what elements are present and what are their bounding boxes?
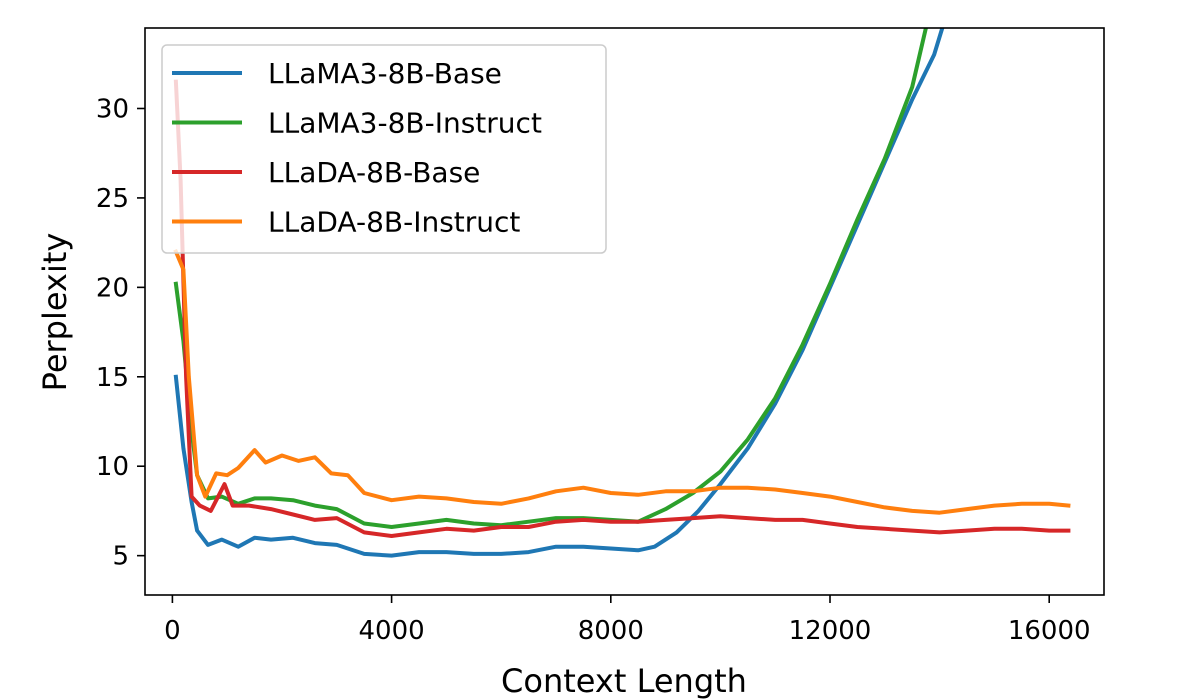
series-line-1 [173, 28, 945, 558]
y-tick-label: 10 [96, 452, 129, 482]
y-tick-label: 5 [112, 542, 129, 572]
x-tick-label: 16000 [1008, 616, 1091, 646]
series-line-4 [173, 248, 1071, 515]
legend-label-3: LLaDA-8B-Base [268, 156, 480, 189]
y-axis-title: Perplexity [36, 233, 74, 392]
y-tick-label: 20 [96, 273, 129, 303]
y-tick-label: 25 [96, 184, 129, 214]
series-layer [173, 28, 1071, 558]
plot-area-frame [144, 27, 1105, 596]
x-tick-label: 0 [164, 616, 181, 646]
x-tick-label: 4000 [359, 616, 425, 646]
x-axis-title: Context Length [501, 662, 747, 700]
y-tick-label: 30 [96, 94, 129, 124]
legend-label-1: LLaMA3-8B-Base [268, 57, 502, 90]
legend: LLaMA3-8B-Base LLaMA3-8B-Instruct LLaDA-8B… [161, 44, 607, 254]
series-line-3 [173, 79, 1071, 538]
x-tick-label: 12000 [789, 616, 872, 646]
legend-label-2: LLaMA3-8B-Instruct [268, 107, 542, 140]
legend-box [161, 44, 607, 254]
x-tick-label: 8000 [578, 616, 644, 646]
legend-label-4: LLaDA-8B-Instruct [268, 206, 520, 239]
x-axis-ticks: 0 4000 8000 12000 16000 [164, 595, 1091, 646]
y-axis-ticks: 5 10 15 20 25 30 [96, 94, 145, 572]
y-tick-label: 15 [96, 363, 129, 393]
